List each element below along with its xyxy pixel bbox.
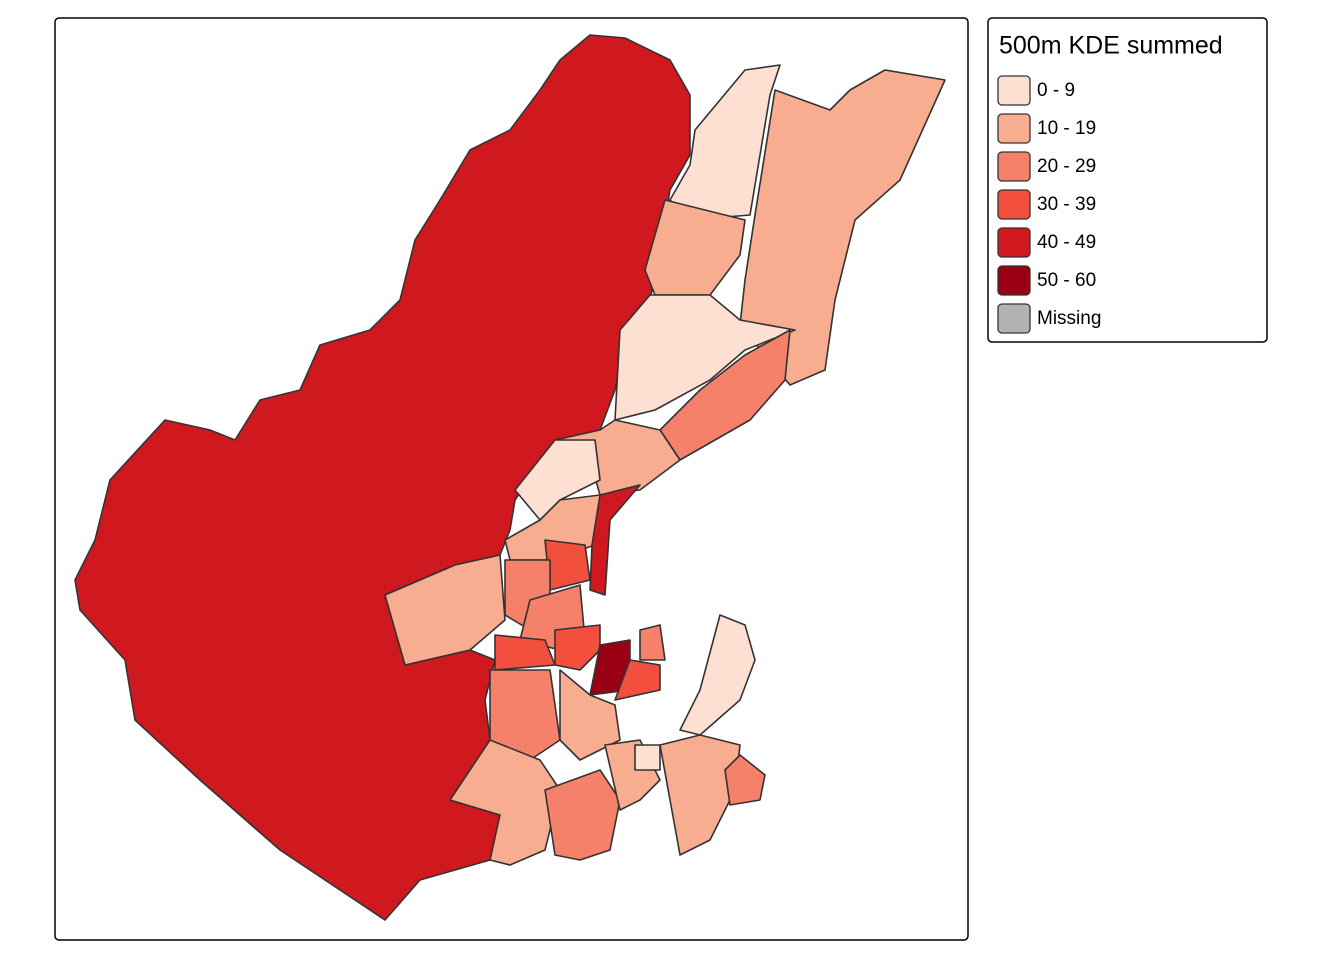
legend-label: 0 - 9 — [1037, 80, 1075, 101]
region — [724, 754, 766, 806]
legend-swatch — [997, 151, 1031, 182]
legend-label: 50 - 60 — [1037, 270, 1096, 291]
legend-swatch — [997, 113, 1031, 144]
legend-swatch — [997, 265, 1031, 296]
region — [589, 484, 641, 596]
region — [669, 64, 781, 221]
legend-swatch — [997, 75, 1031, 106]
region — [384, 554, 506, 666]
region — [559, 669, 621, 761]
region — [489, 669, 561, 761]
region — [739, 69, 946, 386]
legend-label: 10 - 19 — [1037, 118, 1096, 139]
region — [679, 614, 756, 736]
region — [554, 624, 601, 671]
region — [614, 294, 796, 421]
legend-swatch — [997, 189, 1031, 220]
legend-swatch — [997, 227, 1031, 258]
regions — [74, 34, 946, 921]
region — [614, 659, 661, 701]
region — [544, 769, 621, 861]
region — [659, 734, 741, 856]
legend-swatch — [997, 303, 1031, 334]
legend-label: 20 - 29 — [1037, 156, 1096, 177]
legend-title: 500m KDE summed — [999, 32, 1223, 60]
legend-label: 30 - 39 — [1037, 194, 1096, 215]
legend-box — [987, 17, 1268, 343]
region — [639, 624, 666, 661]
region — [634, 744, 661, 771]
legend-label: Missing — [1037, 308, 1101, 329]
region — [544, 539, 591, 591]
legend-label: 40 - 49 — [1037, 232, 1096, 253]
region — [449, 739, 561, 866]
